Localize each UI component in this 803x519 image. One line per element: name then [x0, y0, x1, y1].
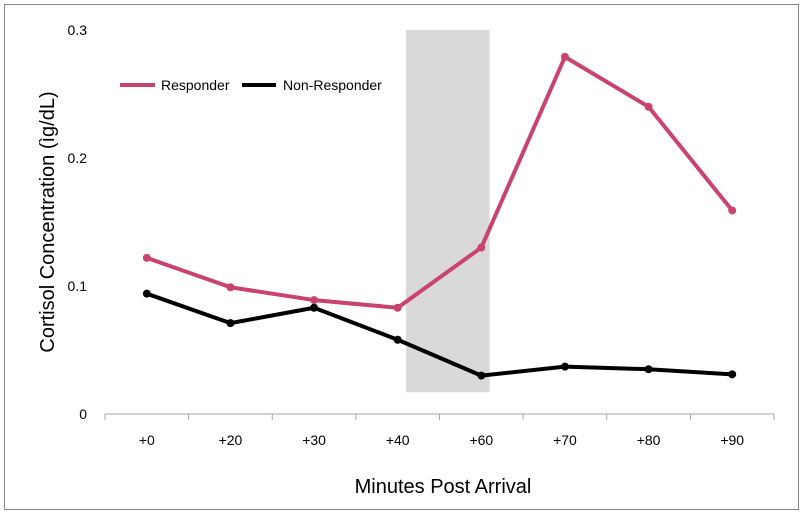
data-point-non-responder — [728, 370, 737, 379]
data-point-responder — [142, 253, 151, 262]
series-line-non-responder — [144, 291, 735, 378]
x-axis-title: Minutes Post Arrival — [355, 476, 532, 498]
x-tick-label: +70 — [553, 432, 577, 448]
x-tick-label: +90 — [720, 432, 744, 448]
x-tick-label: +30 — [302, 432, 326, 448]
y-tick-label: 0.1 — [68, 278, 88, 294]
axes — [104, 413, 775, 420]
y-axis-title: Cortisol Concentration (ìg/dL) — [37, 91, 59, 352]
series-layer — [142, 52, 737, 380]
data-point-responder — [560, 52, 569, 61]
chart-border — [4, 4, 799, 510]
x-tick-label: +80 — [637, 432, 661, 448]
x-tick-label: +60 — [469, 432, 493, 448]
shaded-region-layer — [406, 30, 490, 393]
legend-label-non-responder: Non-Responder — [283, 77, 382, 93]
data-point-responder — [393, 303, 402, 312]
data-point-responder — [644, 102, 653, 111]
data-point-responder — [226, 283, 235, 292]
legend-label-responder: Responder — [161, 77, 230, 93]
data-point-responder — [310, 296, 319, 305]
y-tick-label: 0 — [79, 406, 87, 422]
data-point-non-responder — [142, 289, 151, 298]
legend: Responder Non-Responder — [120, 77, 382, 93]
data-point-non-responder — [477, 371, 486, 380]
data-point-non-responder — [310, 303, 319, 312]
shaded-region — [406, 30, 490, 393]
series-line-responder — [144, 54, 735, 310]
tick-labels: +0 +20 +30 +40 +60 +70 +80 +90 0 0.1 0.2 0.3 — [68, 22, 745, 448]
x-tick-label: +20 — [219, 432, 243, 448]
data-point-non-responder — [226, 319, 235, 328]
x-tick-label: +0 — [139, 432, 155, 448]
data-point-non-responder — [560, 362, 569, 371]
data-point-non-responder — [393, 335, 402, 344]
data-point-responder — [728, 206, 737, 215]
y-tick-label: 0.2 — [68, 150, 88, 166]
x-tick-label: +40 — [386, 432, 410, 448]
data-point-non-responder — [644, 365, 653, 374]
data-point-responder — [477, 243, 486, 252]
y-tick-label: 0.3 — [68, 22, 88, 38]
